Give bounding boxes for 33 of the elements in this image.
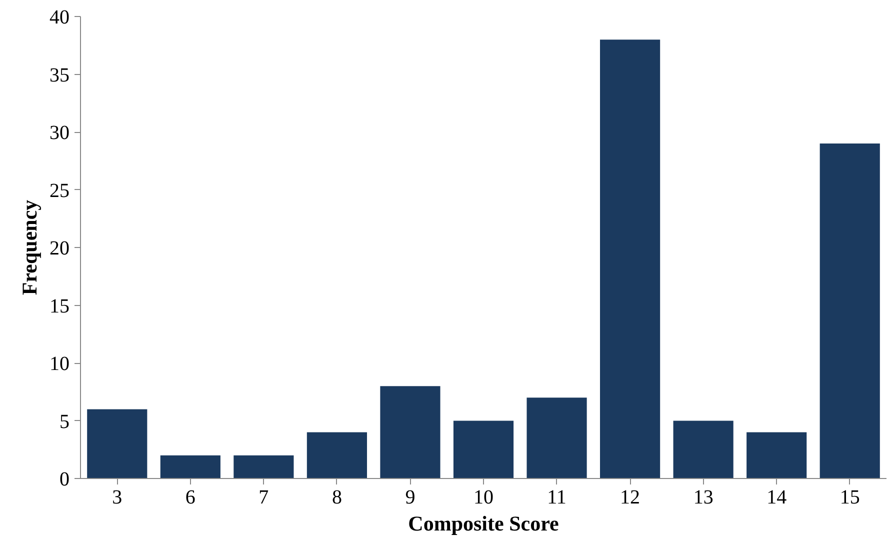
bar [380, 386, 440, 478]
bar [306, 432, 367, 478]
bar [526, 398, 587, 478]
x-tick-label: 6 [185, 486, 196, 508]
y-tick-label: 10 [50, 353, 70, 375]
x-tick-label: 12 [620, 486, 640, 508]
bar [160, 455, 220, 478]
y-tick-label: 25 [50, 180, 70, 202]
y-axis-title: Frequency [18, 199, 42, 296]
bar [87, 409, 148, 478]
y-tick-label: 15 [50, 295, 70, 318]
bar [600, 40, 660, 478]
bar [673, 420, 734, 478]
y-tick-label: 20 [50, 238, 70, 260]
x-tick-label: 14 [766, 486, 787, 508]
x-tick-label: 3 [112, 486, 122, 508]
x-axis-title: Composite Score [408, 512, 559, 536]
x-tick-label: 11 [547, 486, 566, 508]
x-tick-label: 8 [332, 486, 342, 508]
y-tick-label: 40 [50, 6, 70, 28]
x-tick-label: 15 [840, 486, 860, 508]
x-tick-label: 9 [405, 486, 416, 508]
y-tick-label: 35 [50, 64, 70, 86]
y-tick-label: 30 [50, 122, 70, 144]
y-tick-label: 0 [60, 468, 70, 490]
x-tick-label: 10 [474, 486, 494, 508]
bar [453, 420, 514, 478]
bar [820, 144, 880, 478]
x-tick-label: 7 [258, 486, 269, 508]
y-tick-label: 5 [60, 410, 70, 433]
x-tick-label: 13 [693, 486, 714, 508]
bar [234, 455, 294, 478]
bar [746, 432, 807, 478]
